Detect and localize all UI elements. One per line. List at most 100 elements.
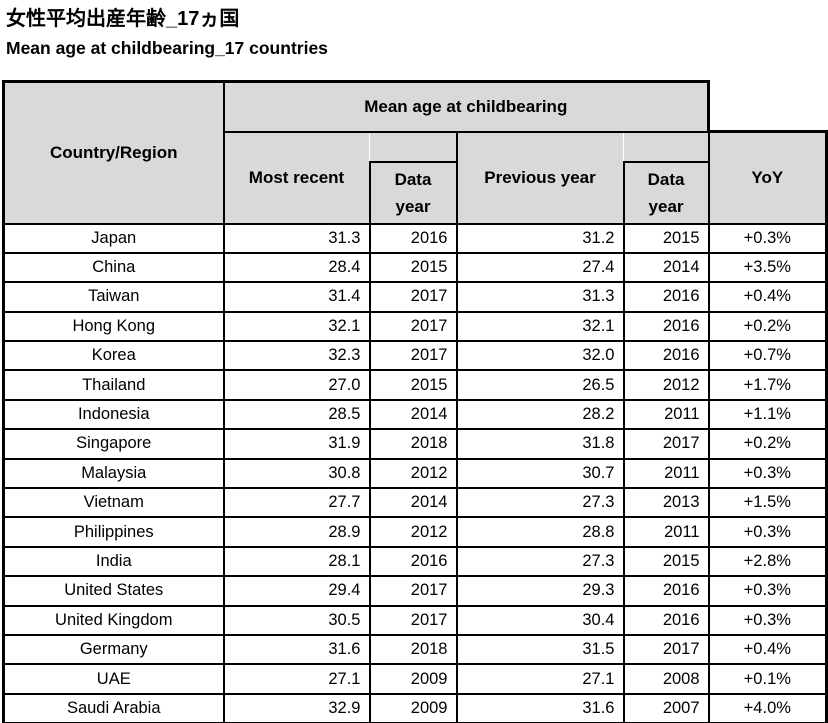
previous-year-age-cell: 28.8 [455,516,625,548]
previous-year-age-cell: 27.1 [455,663,625,695]
most-recent-age-cell: 32.9 [222,692,371,723]
most-recent-age-cell: 30.8 [222,457,371,490]
table-row: Taiwan 31.4 2017 31.3 2016 +0.4% [2,281,828,313]
prev-data-year-cell: 2011 [622,516,710,548]
header-previous-year: Previous year [456,131,624,225]
country-cell: Taiwan [2,281,225,313]
prev-data-year-cell: 2011 [622,457,710,490]
data-year-cell: 2018 [368,633,458,666]
data-year-cell: 2014 [368,487,458,519]
country-cell: Philippines [2,516,225,548]
previous-year-age-cell: 27.3 [455,487,625,519]
yoy-cell: +0.3% [707,604,828,636]
table-row: Malaysia 30.8 2012 30.7 2011 +0.3% [2,457,828,490]
yoy-cell: +0.4% [707,281,828,313]
prev-data-year-cell: 2015 [622,222,710,254]
country-cell: China [2,251,225,284]
data-year-box-spacer-1 [369,131,458,163]
table-header: Country/Region Mean age at childbearing … [2,80,828,225]
most-recent-age-cell: 27.0 [222,369,371,401]
data-year-cell: 2017 [368,281,458,313]
yoy-cell: +3.5% [707,251,828,284]
data-year-cell: 2015 [368,251,458,284]
prev-data-year-cell: 2016 [622,310,710,343]
data-year-cell: 2018 [368,428,458,460]
country-cell: UAE [2,663,225,695]
table-body: Japan 31.3 2016 31.2 2015 +0.3% China 28… [2,222,828,723]
yoy-cell: +0.3% [707,222,828,254]
country-cell: Saudi Arabia [2,692,225,723]
most-recent-age-cell: 28.4 [222,251,371,284]
data-year-cell: 2017 [368,340,458,372]
previous-year-age-cell: 30.4 [455,604,625,636]
previous-year-age-cell: 27.3 [455,545,625,578]
data-year-cell: 2009 [368,663,458,695]
country-cell: Thailand [2,369,225,401]
yoy-cell: +1.7% [707,369,828,401]
previous-year-age-cell: 31.6 [455,692,625,723]
most-recent-age-cell: 30.5 [222,604,371,636]
most-recent-age-cell: 32.3 [222,340,371,372]
header-group-mean-age: Mean age at childbearing [223,80,711,133]
most-recent-age-cell: 31.4 [222,281,371,313]
yoy-cell: +0.3% [707,516,828,548]
table-row: Philippines 28.9 2012 28.8 2011 +0.3% [2,516,828,548]
prev-data-year-cell: 2014 [622,251,710,284]
header-country-region: Country/Region [2,80,225,225]
data-year-cell: 2009 [368,692,458,723]
previous-year-age-cell: 31.2 [455,222,625,254]
previous-year-age-cell: 32.1 [455,310,625,343]
yoy-cell: +0.7% [707,340,828,372]
yoy-cell: +0.3% [707,575,828,607]
page-title-japanese: 女性平均出産年齢_17ヵ国 [6,8,240,30]
most-recent-age-cell: 28.9 [222,516,371,548]
country-cell: India [2,545,225,578]
most-recent-age-cell: 31.3 [222,222,371,254]
yoy-cell: +0.4% [707,633,828,666]
country-cell: Japan [2,222,225,254]
table-row: United Kingdom 30.5 2017 30.4 2016 +0.3% [2,604,828,636]
data-year-cell: 2015 [368,369,458,401]
previous-year-age-cell: 29.3 [455,575,625,607]
most-recent-age-cell: 28.5 [222,398,371,431]
previous-year-age-cell: 28.2 [455,398,625,431]
header-yoy: YoY [707,130,828,225]
prev-data-year-cell: 2017 [622,633,710,666]
country-cell: United Kingdom [2,604,225,636]
yoy-cell: +0.1% [707,663,828,695]
table-row: China 28.4 2015 27.4 2014 +3.5% [2,251,828,284]
data-year-cell: 2017 [368,310,458,343]
data-year-cell: 2016 [368,222,458,254]
prev-data-year-cell: 2016 [622,340,710,372]
data-year-cell: 2014 [368,398,458,431]
most-recent-age-cell: 32.1 [222,310,371,343]
previous-year-age-cell: 30.7 [455,457,625,490]
yoy-cell: +1.1% [707,398,828,431]
prev-data-year-cell: 2016 [622,575,710,607]
most-recent-age-cell: 31.9 [222,428,371,460]
table-row: India 28.1 2016 27.3 2015 +2.8% [2,545,828,578]
country-cell: Malaysia [2,457,225,490]
table-row: Thailand 27.0 2015 26.5 2012 +1.7% [2,369,828,401]
prev-data-year-cell: 2012 [622,369,710,401]
header-data-year-2: Data year [622,161,710,225]
country-cell: United States [2,575,225,607]
table-row: Korea 32.3 2017 32.0 2016 +0.7% [2,340,828,372]
data-year-box-spacer-2 [623,131,710,163]
data-year-cell: 2017 [368,575,458,607]
previous-year-age-cell: 31.3 [455,281,625,313]
table-row: United States 29.4 2017 29.3 2016 +0.3% [2,575,828,607]
yoy-cell: +2.8% [707,545,828,578]
table-row: Hong Kong 32.1 2017 32.1 2016 +0.2% [2,310,828,343]
prev-data-year-cell: 2007 [622,692,710,723]
table-row: Japan 31.3 2016 31.2 2015 +0.3% [2,222,828,254]
data-year-cell: 2012 [368,457,458,490]
table-row: UAE 27.1 2009 27.1 2008 +0.1% [2,663,828,695]
prev-data-year-cell: 2008 [622,663,710,695]
yoy-cell: +0.2% [707,310,828,343]
prev-data-year-cell: 2016 [622,281,710,313]
data-year-cell: 2016 [368,545,458,578]
most-recent-age-cell: 28.1 [222,545,371,578]
most-recent-age-cell: 29.4 [222,575,371,607]
